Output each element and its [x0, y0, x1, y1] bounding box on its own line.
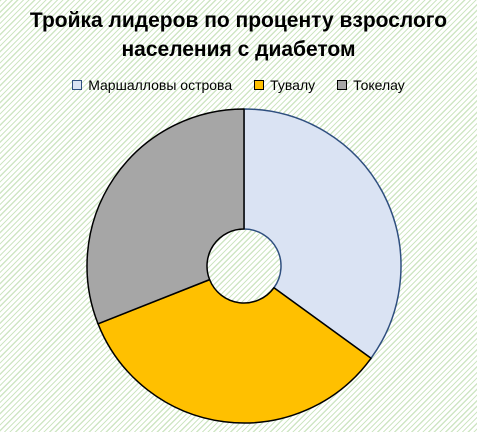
- legend-item-tuvalu: Тувалу: [254, 77, 315, 93]
- legend-label-tuvalu: Тувалу: [270, 77, 316, 93]
- donut-slice-tokelau: [86, 108, 245, 325]
- chart-title-line-1: Тройка лидеров по проценту взрослого: [29, 9, 448, 32]
- donut-slice-tuvalu: [97, 278, 372, 424]
- legend-swatch-marshall-islands: [72, 80, 83, 90]
- legend-swatch-tuvalu: [254, 80, 265, 90]
- donut-slice-marshall-islands: [243, 108, 402, 360]
- legend-label-marshall-islands: Маршалловы острова: [88, 77, 233, 93]
- legend-label-tokelau: Токелау: [353, 77, 405, 93]
- chart-legend: Маршалловы острова Тувалу Токелау: [0, 77, 477, 93]
- chart-title-line-2: населения с диабетом: [121, 38, 356, 61]
- legend-swatch-tokelau: [337, 80, 348, 90]
- legend-item-tokelau: Токелау: [337, 77, 405, 93]
- legend-item-marshall-islands: Маршалловы острова: [72, 77, 232, 93]
- chart-title: Тройка лидеров по проценту взрослого нас…: [0, 6, 477, 64]
